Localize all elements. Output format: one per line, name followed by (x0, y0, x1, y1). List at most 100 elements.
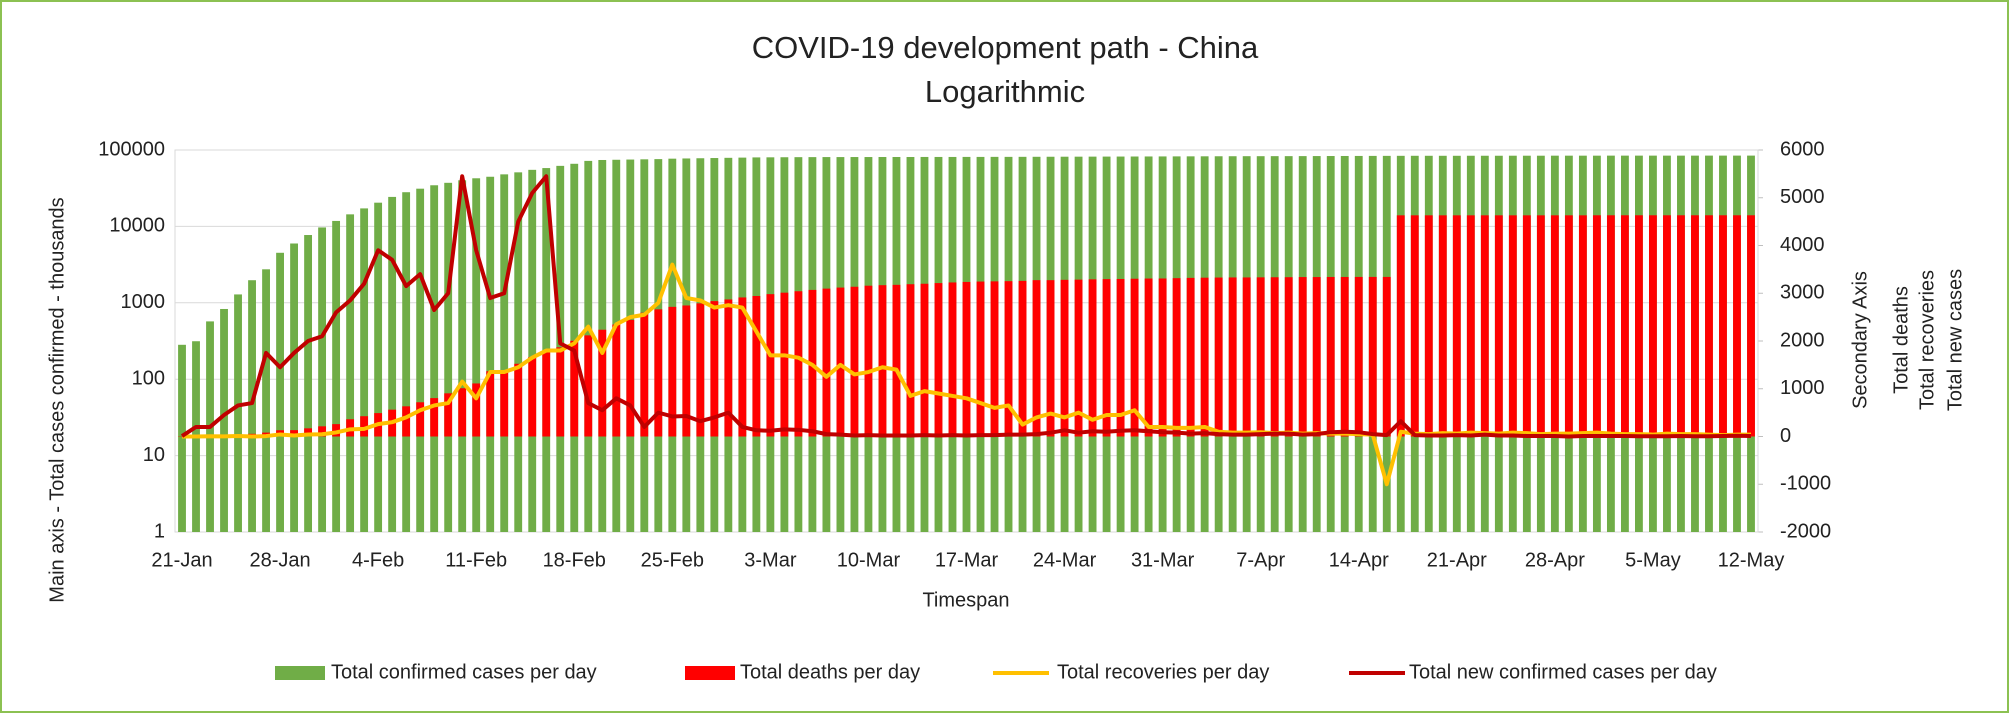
bar (304, 428, 313, 437)
y2-tick-label: 6000 (1780, 138, 1825, 160)
x-tick-label: 5-May (1625, 549, 1681, 571)
bar (500, 174, 509, 533)
bar (1004, 281, 1013, 437)
y2-axis-label: Total new cases (1944, 269, 1966, 411)
bar (1270, 277, 1279, 437)
chart-subtitle: Logarithmic (925, 74, 1085, 109)
bar (1396, 215, 1405, 437)
bar (1452, 215, 1461, 437)
x-axis-label: Timespan (922, 589, 1009, 611)
y2-axis-label: Secondary Axis (1849, 271, 1871, 409)
x-tick-label: 14-Apr (1329, 549, 1389, 571)
bar (472, 383, 481, 437)
bar (626, 319, 635, 437)
x-tick-label: 18-Feb (543, 549, 606, 571)
x-tick-label: 4-Feb (352, 549, 404, 571)
bar (1032, 280, 1041, 437)
legend-label: Total confirmed cases per day (331, 661, 597, 683)
bar (234, 294, 242, 532)
bar (1228, 277, 1237, 437)
bar (1256, 277, 1265, 437)
bar (1382, 276, 1391, 437)
y2-tick-label: 2000 (1780, 329, 1825, 351)
x-tick-label: 3-Mar (744, 549, 797, 571)
y-tick-label: 10 (143, 444, 165, 466)
bar (528, 356, 537, 437)
bar (1466, 215, 1475, 437)
bar (892, 284, 901, 437)
bar (1284, 277, 1293, 437)
bar (458, 388, 467, 437)
bar (360, 208, 369, 532)
x-tick-label: 12-May (1718, 549, 1785, 571)
legend-swatch (275, 666, 325, 680)
y2-tick-label: 0 (1780, 425, 1791, 447)
bar (402, 192, 411, 532)
y-tick-label: 1000 (121, 291, 166, 313)
bar (1326, 276, 1335, 437)
bar (1620, 215, 1629, 437)
bar (1158, 278, 1167, 437)
bar (556, 347, 565, 437)
x-tick-label: 17-Mar (935, 549, 999, 571)
bar (696, 303, 705, 437)
bar (248, 280, 256, 532)
x-tick-label: 25-Feb (641, 549, 704, 571)
bar (766, 294, 775, 437)
x-tick-label: 10-Mar (837, 549, 901, 571)
bar (500, 370, 509, 437)
bar (934, 283, 943, 437)
y2-tick-label: 1000 (1780, 377, 1825, 399)
bar (486, 371, 495, 437)
bar (346, 214, 355, 532)
bar (388, 196, 397, 532)
bar (976, 281, 985, 437)
bar (1592, 215, 1601, 437)
bar (514, 363, 523, 437)
bar (1424, 215, 1433, 437)
bar (1312, 277, 1321, 437)
bar (1242, 277, 1251, 437)
x-tick-label: 28-Jan (249, 549, 310, 571)
bar (332, 220, 341, 532)
bar (444, 182, 453, 532)
bar (528, 169, 537, 532)
bar (878, 285, 887, 437)
bar (402, 406, 411, 437)
bar (332, 424, 341, 437)
bar (1046, 280, 1055, 437)
bar (570, 340, 579, 437)
x-tick-label: 7-Apr (1236, 549, 1285, 571)
bar (780, 292, 789, 437)
bar (1172, 278, 1181, 437)
bar (276, 252, 284, 532)
line (180, 174, 1752, 439)
bar (514, 172, 523, 532)
bar (948, 282, 957, 437)
bar (1719, 215, 1727, 437)
x-tick-label: 28-Apr (1525, 549, 1585, 571)
bar (360, 416, 369, 437)
legend-label: Total deaths per day (740, 661, 920, 683)
x-tick-label: 21-Apr (1427, 549, 1487, 571)
bar (1564, 215, 1573, 437)
bar (1368, 276, 1377, 437)
bar (1691, 215, 1699, 437)
bar (640, 312, 649, 437)
bar (1438, 215, 1447, 437)
bar (668, 306, 677, 437)
bar (962, 281, 971, 437)
bar (444, 393, 453, 437)
bar (262, 269, 270, 532)
bar (1144, 278, 1153, 437)
bar (304, 235, 313, 532)
bar (1550, 215, 1559, 437)
y2-axis-label: Total deaths (1890, 286, 1912, 394)
bar (430, 398, 439, 437)
bar (472, 178, 481, 533)
x-tick-label: 31-Mar (1131, 549, 1195, 571)
bar (1116, 278, 1125, 437)
bar (850, 286, 859, 437)
y-tick-label: 100000 (98, 138, 165, 160)
